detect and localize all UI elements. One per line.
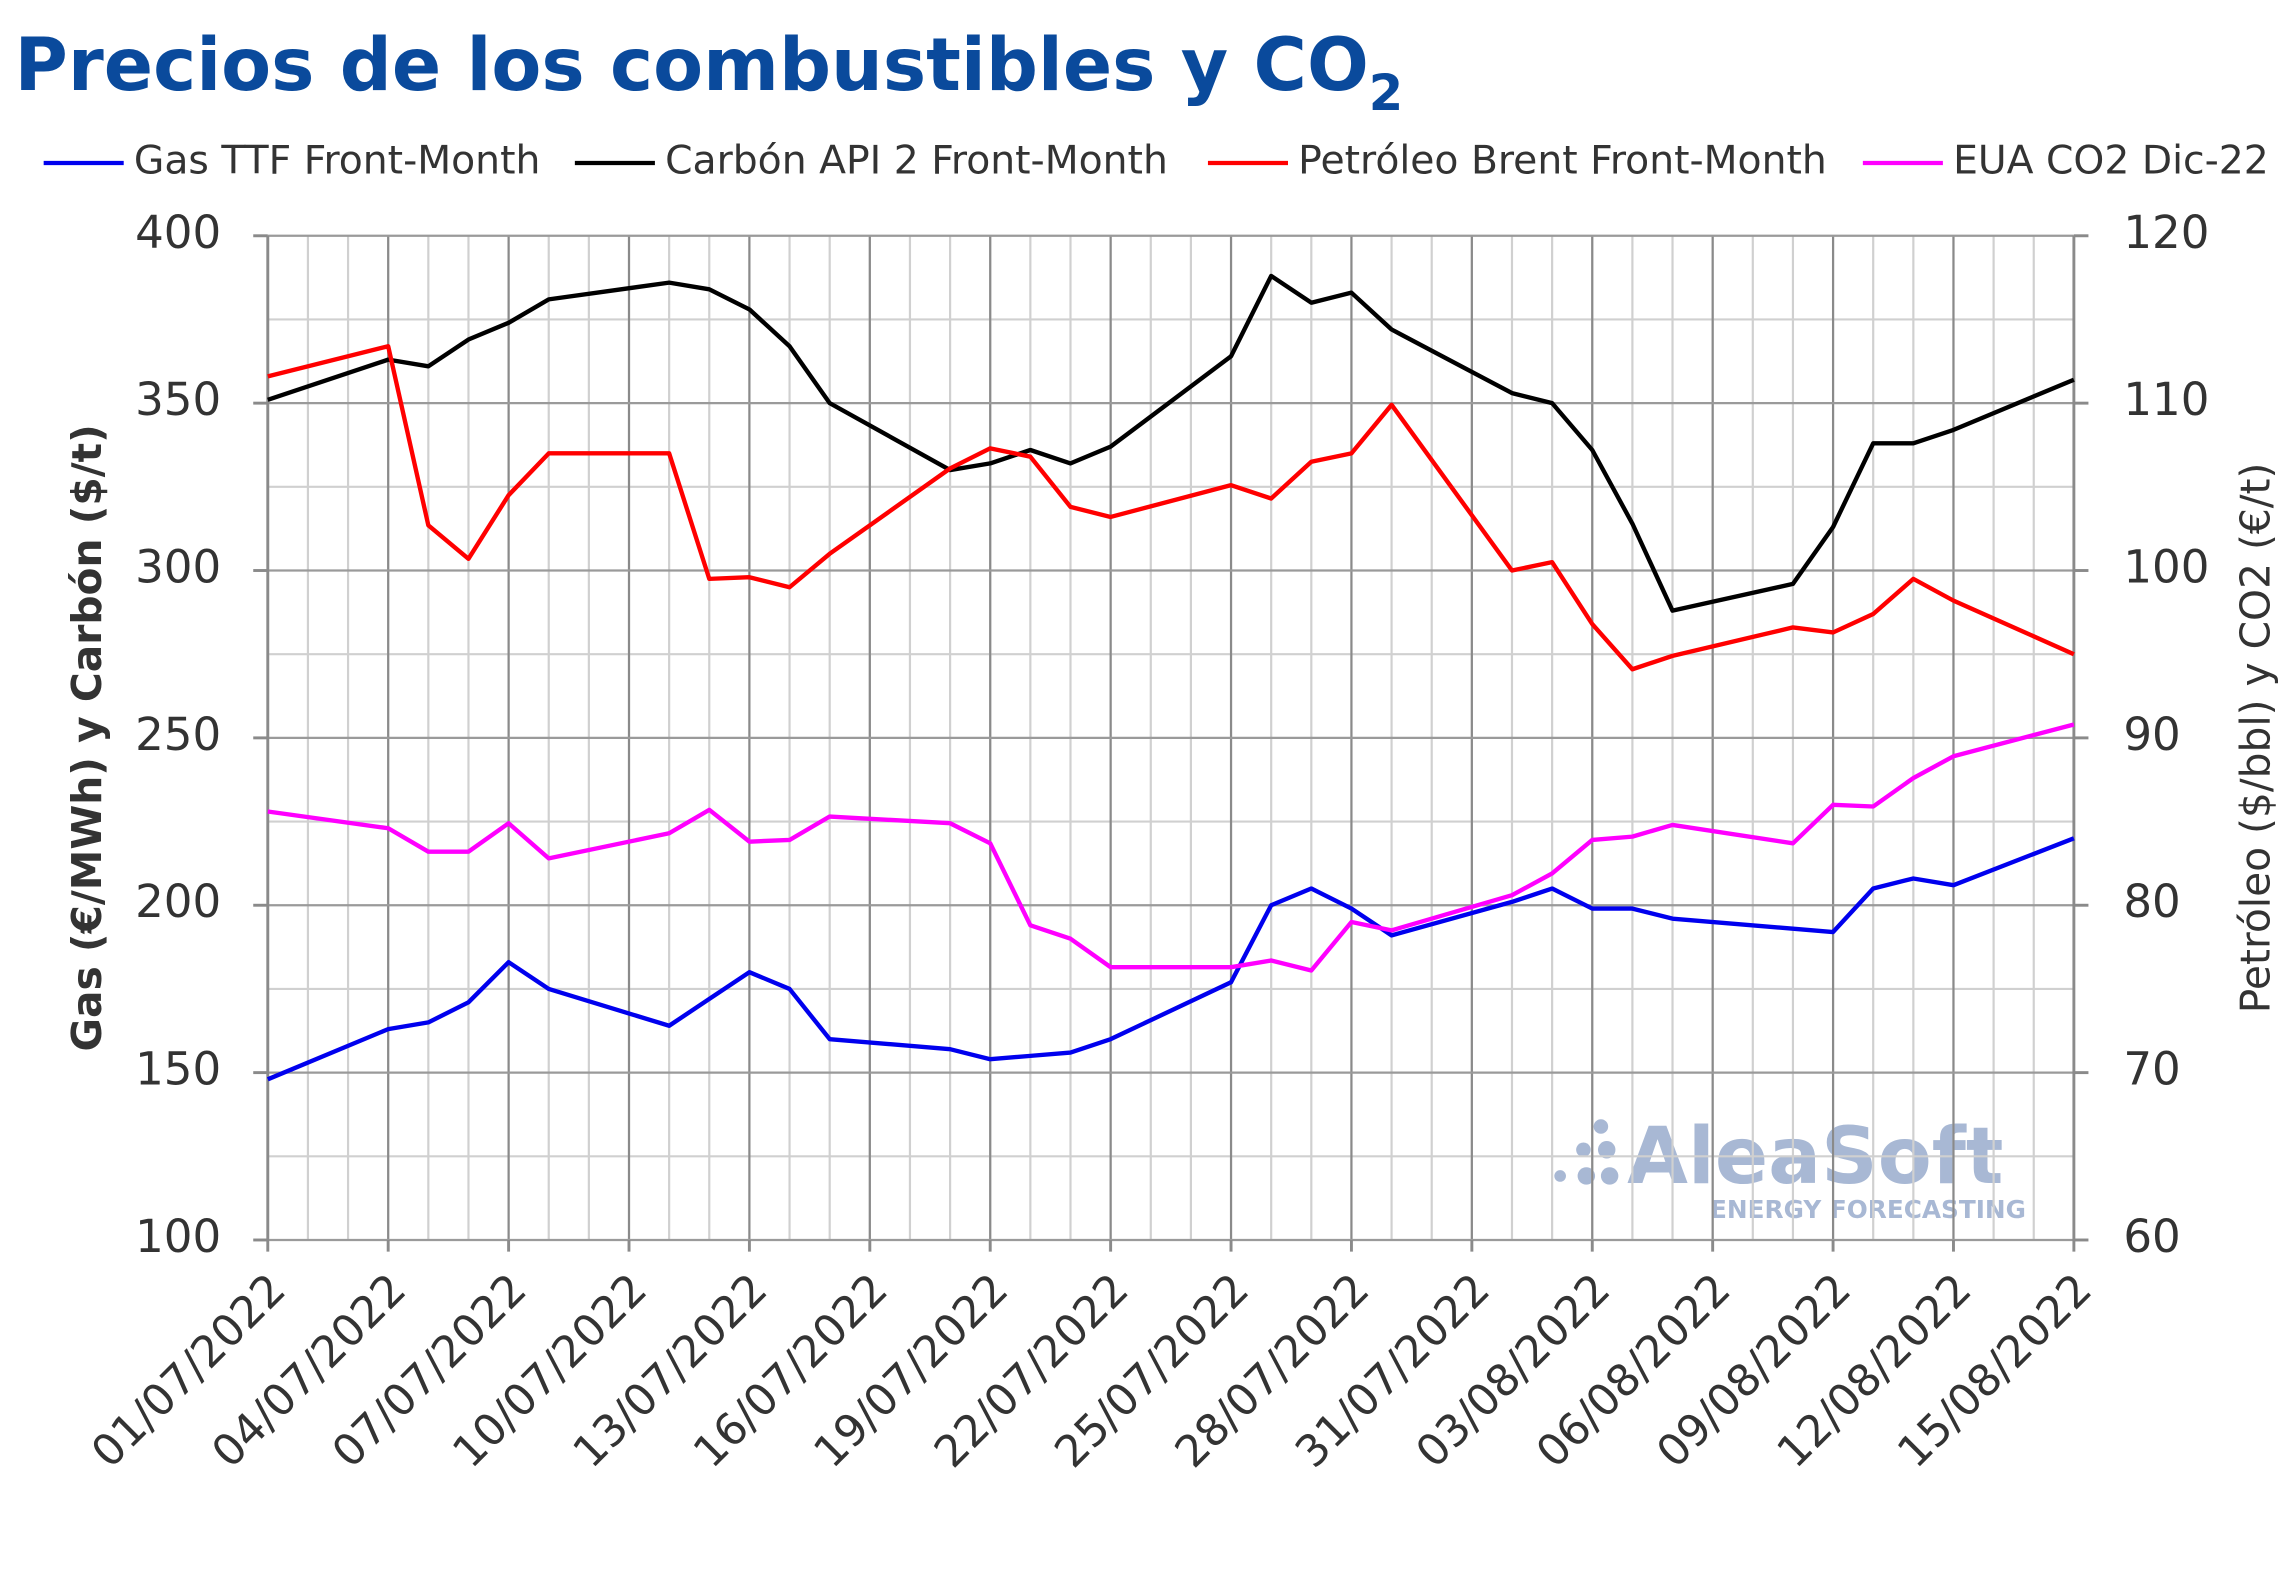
title-subscript: 2 <box>1369 64 1403 122</box>
y2-tick-label: 80 <box>2123 875 2180 928</box>
title-text: Precios de los combustibles y CO <box>15 23 1369 108</box>
y-tick-label: 300 <box>135 541 221 594</box>
series-line <box>267 344 2075 672</box>
y2-tick-label: 100 <box>2123 541 2209 594</box>
logo-dot <box>1576 1142 1591 1158</box>
y-axis-title: Gas (€/MWh) y Carbón ($/t) <box>63 424 111 1051</box>
y-tick-label: 250 <box>135 708 221 761</box>
y2-tick-label: 120 <box>2123 206 2209 259</box>
y2-axis-title: Petróleo ($/bbl) y CO2 (€/t) <box>2232 463 2280 1014</box>
series-line <box>267 273 2075 613</box>
y-tick-label: 400 <box>135 206 221 259</box>
y2-tick-label: 60 <box>2123 1210 2180 1263</box>
y2-tick-label: 90 <box>2123 708 2180 761</box>
y2-tick-label: 110 <box>2123 373 2209 426</box>
logo-dot <box>1597 1141 1616 1159</box>
legend-label: Petróleo Brent Front-Month <box>1298 139 1827 184</box>
y2-tick-label: 70 <box>2123 1043 2180 1096</box>
watermark: AleaSoft ENERGY FORECASTING <box>1554 1110 2026 1224</box>
legend-label: EUA CO2 Dic-22 <box>1953 139 2269 184</box>
logo-dot <box>1593 1119 1609 1134</box>
logo-dot <box>1577 1167 1596 1185</box>
watermark-tagline: ENERGY FORECASTING <box>1710 1195 2026 1224</box>
y-tick-label: 150 <box>135 1043 221 1096</box>
chart-title: Precios de los combustibles y CO2 <box>15 23 1404 122</box>
y-tick-label: 350 <box>135 373 221 426</box>
series-line <box>267 722 2075 973</box>
y-tick-label: 200 <box>135 875 221 928</box>
logo-dot <box>1554 1170 1566 1182</box>
y-tick-label: 100 <box>135 1210 221 1263</box>
series-line <box>266 836 2075 1082</box>
logo-dot <box>1600 1167 1619 1185</box>
legend-label: Carbón API 2 Front-Month <box>665 139 1168 184</box>
grid <box>266 234 2075 1242</box>
legend-label: Gas TTF Front-Month <box>134 139 540 184</box>
